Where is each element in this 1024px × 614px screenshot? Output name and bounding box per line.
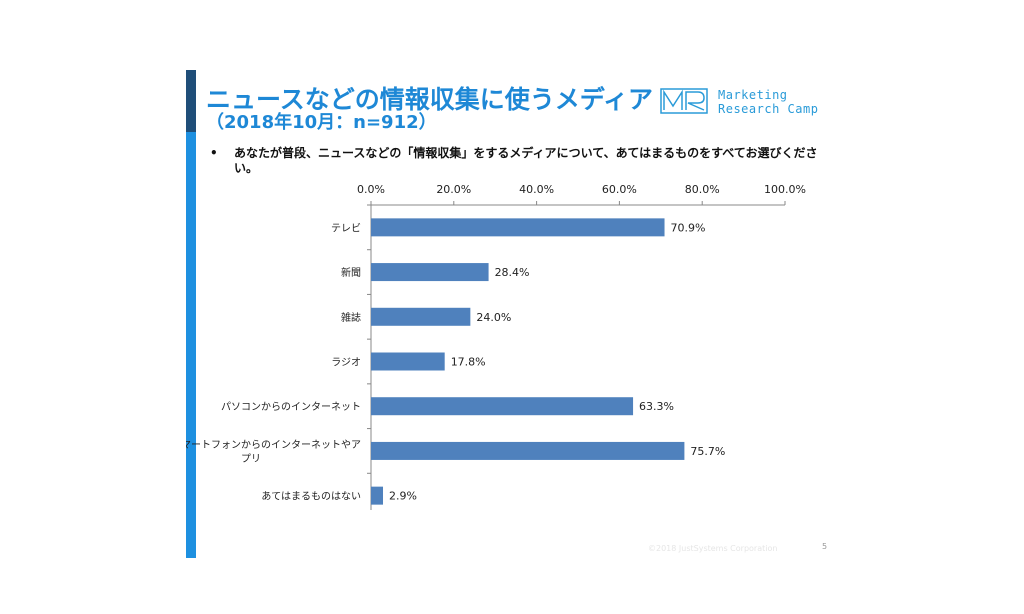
bar-value-label: 75.7%: [690, 445, 725, 458]
x-tick-label: 60.0%: [602, 183, 637, 196]
category-label: あてはまるものはない: [261, 491, 361, 503]
x-tick-label: 80.0%: [685, 183, 720, 196]
sidebar-accent: [186, 132, 196, 558]
bar: [371, 307, 471, 326]
bullet-icon: •: [210, 146, 218, 160]
brand-line-1: Marketing: [718, 88, 788, 102]
category-label: 雑誌: [341, 311, 361, 324]
bar-value-label: 28.4%: [495, 266, 530, 279]
bar: [371, 263, 489, 282]
category-label: テレビ: [331, 222, 361, 234]
bar-value-label: 2.9%: [389, 490, 417, 503]
brand-logo-icon: [660, 88, 708, 114]
bar-value-label: 63.3%: [639, 400, 674, 413]
brand-line-2: Research Camp: [718, 102, 819, 116]
bar-value-label: 24.0%: [476, 311, 511, 324]
bar: [371, 486, 384, 505]
copyright-text: ©2018 JustSystems Corporation: [648, 544, 778, 553]
question-text: あなたが普段、ニュースなどの「情報収集」をするメディアについて、あてはまるものを…: [234, 146, 818, 175]
bar-chart: 0.0% 20.0% 40.0% 60.0% 80.0% 100.0% 70.9% テレビ 28…: [186, 183, 806, 510]
category-label-line: プリ: [241, 453, 261, 465]
category-label: ラジオ: [331, 357, 361, 369]
slide-subtitle: （2018年10月：n=912）: [206, 112, 437, 133]
category-label: 新聞: [341, 266, 361, 279]
bar: [371, 397, 634, 416]
slide-background: [186, 70, 846, 558]
bar-value-label: 17.8%: [451, 356, 486, 369]
bar: [371, 352, 445, 371]
survey-question: • あなたが普段、ニュースなどの「情報収集」をするメディアについて、あてはまるも…: [210, 146, 830, 176]
bar: [371, 218, 665, 237]
category-label-line: スマートフォンからのインターネットやア: [186, 439, 361, 451]
slide-title: ニュースなどの情報収集に使うメディア: [206, 85, 654, 114]
category-label: パソコンからのインターネット: [221, 401, 361, 413]
x-tick-label: 40.0%: [519, 183, 554, 196]
bar-value-label: 70.9%: [671, 221, 706, 234]
x-tick-label: 100.0%: [764, 183, 806, 196]
category-label: スマートフォンからのインターネットやアプリ: [186, 439, 361, 465]
x-tick-label: 0.0%: [357, 183, 385, 196]
brand-name: Marketing Research Camp: [718, 88, 818, 116]
x-tick-label: 20.0%: [436, 183, 471, 196]
page-number: 5: [822, 542, 828, 551]
bar: [371, 441, 685, 460]
sidebar-accent-top: [186, 70, 196, 132]
